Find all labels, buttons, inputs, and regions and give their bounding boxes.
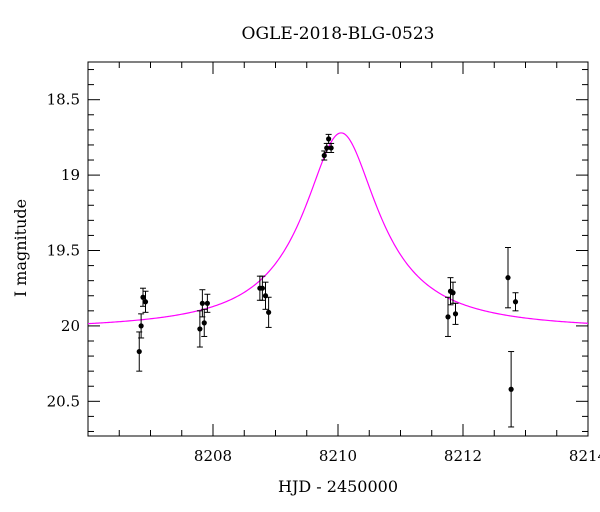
data-point <box>505 246 511 309</box>
data-point <box>328 142 335 153</box>
data-point <box>199 289 206 318</box>
point-marker <box>199 300 205 306</box>
point-marker <box>197 326 203 332</box>
model-curve <box>87 132 589 325</box>
point-marker <box>266 309 272 315</box>
x-tick-label: 8214 <box>569 447 600 465</box>
point-marker <box>328 145 334 151</box>
point-marker <box>505 275 511 281</box>
point-marker <box>445 314 451 320</box>
y-tick-label: 20.5 <box>47 392 80 410</box>
x-axis-label: HJD - 2450000 <box>278 477 398 496</box>
y-tick-label: 18.5 <box>47 91 80 109</box>
point-marker <box>321 152 327 159</box>
data-point <box>445 296 451 337</box>
y-tick-label: 19 <box>61 166 80 184</box>
axis-ticks <box>87 62 589 436</box>
x-tick-label: 8210 <box>319 447 357 465</box>
data-points-group <box>136 133 519 428</box>
data-point <box>262 281 269 310</box>
point-marker <box>259 285 265 291</box>
data-point <box>204 293 211 313</box>
model-curve-group <box>87 132 589 325</box>
data-point <box>142 290 149 313</box>
data-point <box>512 292 519 312</box>
plot-area <box>87 61 589 437</box>
y-tick-label: 19.5 <box>47 242 80 260</box>
data-point <box>452 302 459 325</box>
point-marker <box>326 136 332 142</box>
data-point <box>508 351 515 428</box>
point-marker <box>204 300 210 306</box>
point-marker <box>450 290 456 296</box>
point-marker <box>508 386 514 392</box>
point-marker <box>142 299 149 305</box>
data-point <box>138 313 145 339</box>
x-tick-label: 8208 <box>194 447 232 465</box>
point-marker <box>138 323 144 329</box>
y-axis-label: I magnitude <box>11 199 30 297</box>
x-tick-label: 8212 <box>444 447 482 465</box>
point-marker <box>452 311 459 317</box>
point-marker <box>324 145 330 151</box>
data-point <box>265 296 272 328</box>
y-tick-label: 20 <box>61 317 80 335</box>
point-marker <box>512 299 519 305</box>
data-point <box>259 275 266 301</box>
data-point <box>201 308 208 337</box>
chart-title: OGLE-2018-BLG-0523 <box>242 24 435 44</box>
tick-labels: 8208 8210 8212 8214 18.5 19 19.5 20 20.5 <box>47 91 600 465</box>
point-marker <box>136 348 142 355</box>
point-marker <box>201 320 207 326</box>
plot-frame-border <box>87 61 589 437</box>
point-marker <box>140 294 146 300</box>
